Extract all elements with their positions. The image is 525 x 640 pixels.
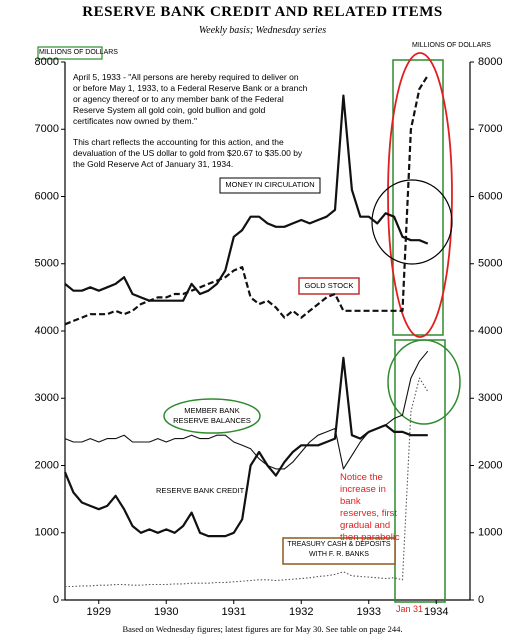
series-line [64, 74, 429, 326]
series-label: GOLD STOCK [304, 281, 354, 290]
y2-tick-label: 2000 [478, 459, 502, 471]
y-tick-label: 7000 [35, 123, 59, 135]
text-box: April 5, 1933 - "All persons are hereby … [73, 72, 308, 170]
y-axis-label: MILLIONS OF DOLLARS [39, 49, 118, 56]
x-tick-label: 1929 [87, 606, 111, 618]
chart-title: RESERVE BANK CREDIT AND RELATED ITEMS [82, 4, 443, 20]
x-tick-label: 1931 [222, 606, 246, 618]
series-label: MONEY IN CIRCULATION [225, 180, 315, 189]
highlight-ellipse [387, 339, 461, 425]
highlight-box [392, 59, 444, 336]
label-box [219, 177, 321, 194]
note: This chart reflects the accounting for t… [73, 137, 303, 169]
y2-tick-label: 1000 [478, 527, 502, 539]
note: April 5, 1933 - "All persons are hereby … [73, 72, 308, 126]
y2-tick-label: 0 [478, 594, 484, 606]
y-tick-label: 8000 [35, 56, 59, 68]
y2-axis-label: MILLIONS OF DOLLARS [412, 42, 491, 49]
series-line [63, 356, 428, 538]
label-box [298, 277, 360, 295]
series-label: RESERVE BANK CREDIT [156, 486, 245, 495]
y-tick-label: 0 [53, 594, 59, 606]
x-tick-label: 1932 [289, 606, 313, 618]
y-tick-label: 5000 [35, 258, 59, 270]
y2-tick-label: 8000 [478, 56, 502, 68]
label-ellipse [163, 398, 261, 434]
x-tick-label: 1930 [154, 606, 178, 618]
y-tick-label: 6000 [35, 190, 59, 202]
y-tick-label: 1000 [35, 527, 59, 539]
y-tick-label: 4000 [35, 325, 59, 337]
label-box [37, 46, 103, 60]
label-box [282, 537, 396, 565]
y-tick-label: 3000 [35, 392, 59, 404]
highlight-box [394, 339, 446, 603]
series-line [65, 377, 429, 588]
marker-label: Jan 31 [396, 604, 424, 614]
x-tick-label: 1934 [424, 606, 448, 618]
footnote: Based on Wednesday figures; latest figur… [122, 624, 403, 634]
y2-tick-label: 3000 [478, 392, 502, 404]
highlight-circle [371, 179, 453, 265]
y2-tick-label: 7000 [478, 123, 502, 135]
y2-tick-label: 4000 [478, 325, 502, 337]
annotation: Notice the increase in bank reserves, fi… [340, 472, 400, 543]
series-label: MEMBER BANK RESERVE BALANCES [173, 406, 251, 425]
y-tick-label: 2000 [35, 459, 59, 471]
x-tick-label: 1933 [357, 606, 381, 618]
chart-subtitle: Weekly basis; Wednesday series [198, 25, 327, 36]
highlight-ellipse [387, 52, 453, 338]
series-label: TREASURY CASH & DEPOSITS WITH F. R. BANK… [287, 541, 391, 558]
series-line [64, 94, 429, 302]
y2-tick-label: 6000 [478, 190, 502, 202]
y2-tick-label: 5000 [478, 258, 502, 270]
